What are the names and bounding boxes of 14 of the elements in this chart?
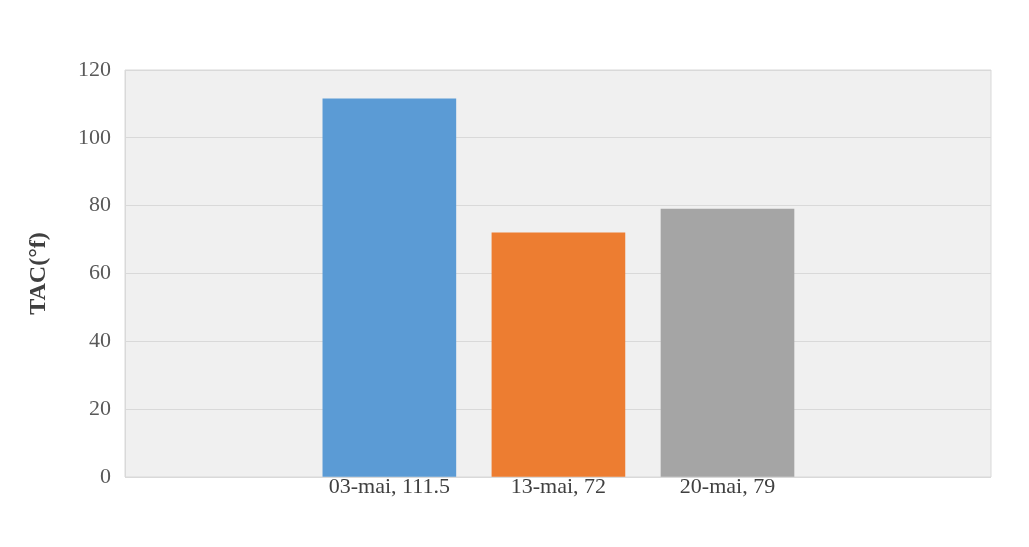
y-tick-label: 0 xyxy=(100,462,111,488)
y-tick-label: 120 xyxy=(78,55,111,81)
bar xyxy=(491,232,626,477)
y-tick-label: 20 xyxy=(89,394,111,420)
data-label: 13-mai, 72 xyxy=(510,472,607,498)
y-tick-label: 80 xyxy=(89,191,111,217)
bar xyxy=(322,98,457,477)
bar xyxy=(660,208,795,477)
y-tick-label: 40 xyxy=(89,327,111,353)
y-axis-title: TAC(°f) xyxy=(23,232,50,315)
data-label: 20-mai, 79 xyxy=(679,472,776,498)
y-tick-label: 100 xyxy=(78,123,111,149)
data-label: 03-mai, 111.5 xyxy=(328,472,450,498)
y-tick-label: 60 xyxy=(89,259,111,285)
